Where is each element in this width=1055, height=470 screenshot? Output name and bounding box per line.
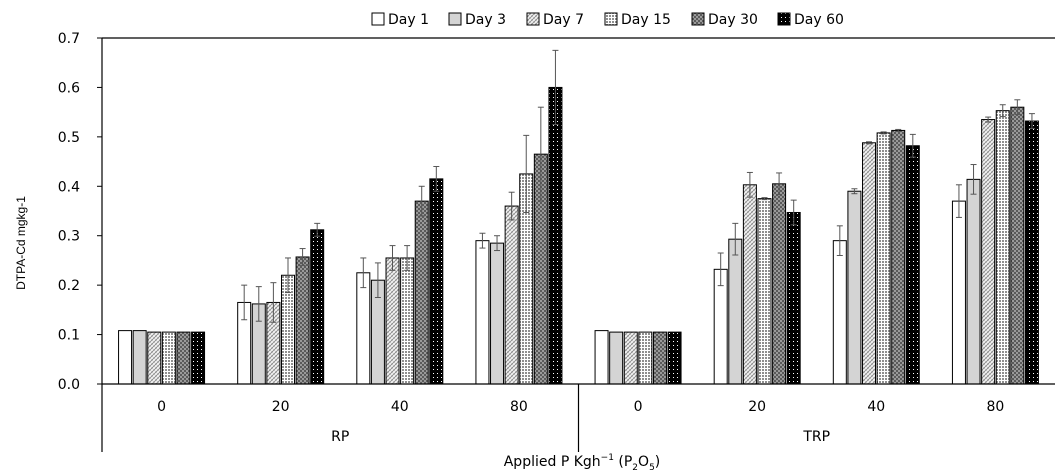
bar bbox=[832, 240, 847, 385]
y-tick-label: 0.2 bbox=[58, 278, 80, 294]
bar bbox=[652, 331, 667, 385]
bar bbox=[609, 331, 624, 385]
legend-label: Day 15 bbox=[621, 12, 671, 28]
x-axis: 0 20 40 80 RP 0 20 40 80 TRP bbox=[101, 383, 1055, 452]
bar bbox=[385, 257, 400, 385]
bar bbox=[475, 240, 490, 385]
bar bbox=[356, 272, 371, 385]
bar bbox=[1010, 106, 1025, 385]
y-tick-label: 0.4 bbox=[58, 179, 80, 195]
bar bbox=[862, 142, 877, 385]
bars bbox=[118, 49, 1039, 385]
bar bbox=[1024, 120, 1039, 385]
y-tick-label: 0.3 bbox=[58, 229, 80, 245]
legend-label: Day 3 bbox=[465, 12, 506, 28]
x-tick-label: 40 bbox=[391, 399, 409, 415]
bar bbox=[191, 331, 206, 385]
bar bbox=[118, 330, 133, 385]
group-label: TRP bbox=[802, 429, 830, 445]
bar bbox=[623, 331, 638, 385]
bar bbox=[594, 330, 609, 385]
y-tick-label: 0.0 bbox=[58, 377, 80, 393]
bar bbox=[951, 200, 966, 385]
legend-swatch bbox=[604, 12, 618, 26]
bar bbox=[667, 331, 682, 385]
group-label: RP bbox=[331, 429, 349, 445]
bar bbox=[429, 178, 444, 385]
y-axis: 0.0 0.1 0.2 0.3 0.4 0.5 0.6 0.7 bbox=[58, 31, 1055, 393]
x-axis-title: Applied P Kgh−1 (P2O5) bbox=[504, 453, 661, 470]
bar bbox=[981, 119, 996, 385]
bar bbox=[295, 256, 310, 385]
bar bbox=[891, 129, 906, 385]
bar bbox=[757, 198, 772, 385]
legend-label: Day 60 bbox=[794, 12, 844, 28]
bar bbox=[772, 183, 787, 385]
bar bbox=[132, 330, 147, 385]
y-axis-label: DTPA-Cd mgkg-1 bbox=[14, 196, 28, 290]
bar bbox=[147, 331, 162, 385]
bar bbox=[504, 205, 519, 385]
legend-swatch bbox=[526, 12, 540, 26]
legend-label: Day 1 bbox=[388, 12, 429, 28]
legend-swatch bbox=[448, 12, 462, 26]
bar bbox=[490, 242, 505, 385]
bar bbox=[847, 190, 862, 385]
bar bbox=[548, 86, 563, 385]
y-tick-label: 0.6 bbox=[58, 80, 80, 96]
bar bbox=[728, 238, 743, 385]
bar bbox=[161, 331, 176, 385]
y-tick-label: 0.5 bbox=[58, 130, 80, 146]
bar bbox=[400, 257, 415, 385]
legend-label: Day 7 bbox=[543, 12, 584, 28]
bar bbox=[638, 331, 653, 385]
bar bbox=[966, 178, 981, 385]
x-tick-label: 0 bbox=[157, 399, 166, 415]
legend-swatch bbox=[691, 12, 705, 26]
bar bbox=[176, 331, 191, 385]
x-tick-label: 80 bbox=[510, 399, 528, 415]
x-tick-label: 20 bbox=[748, 399, 766, 415]
y-tick-label: 0.1 bbox=[58, 328, 80, 344]
legend-swatch bbox=[371, 12, 385, 26]
bar bbox=[310, 229, 325, 385]
legend-label: Day 30 bbox=[708, 12, 758, 28]
bar bbox=[876, 132, 891, 385]
bar bbox=[995, 110, 1010, 385]
legend-swatch bbox=[777, 12, 791, 26]
bar bbox=[713, 268, 728, 385]
y-tick-label: 0.7 bbox=[58, 31, 80, 47]
x-tick-label: 20 bbox=[272, 399, 290, 415]
bar bbox=[742, 184, 757, 385]
x-tick-label: 40 bbox=[867, 399, 885, 415]
bar bbox=[905, 145, 920, 385]
bar bbox=[786, 211, 801, 385]
legend: Day 1 Day 3 Day 7 Day 15 Day 30 Day 60 bbox=[371, 12, 844, 28]
bar bbox=[414, 200, 429, 385]
x-tick-label: 80 bbox=[987, 399, 1005, 415]
x-tick-label: 0 bbox=[634, 399, 643, 415]
